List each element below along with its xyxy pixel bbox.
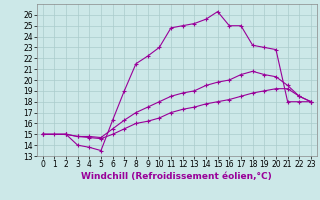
X-axis label: Windchill (Refroidissement éolien,°C): Windchill (Refroidissement éolien,°C) bbox=[81, 172, 272, 181]
